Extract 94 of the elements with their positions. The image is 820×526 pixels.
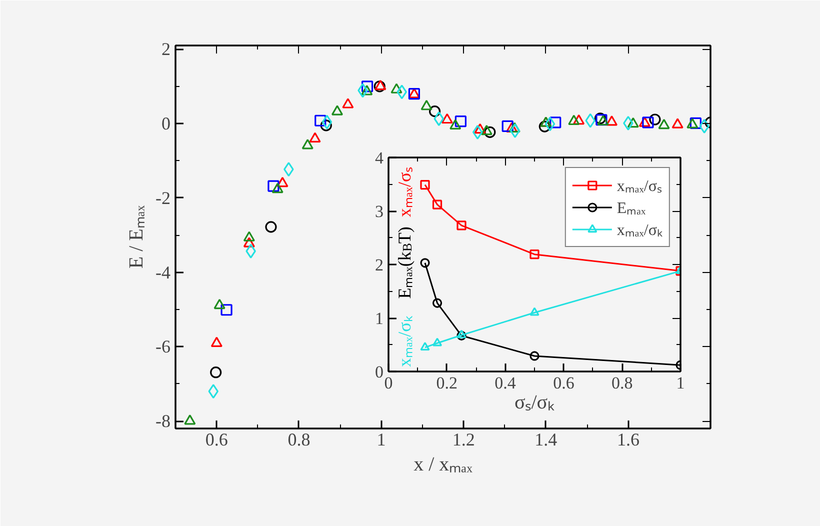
point	[210, 336, 222, 348]
point	[322, 114, 332, 130]
x-tick-label: 0.6	[205, 430, 228, 450]
point	[456, 220, 466, 230]
point	[508, 122, 520, 132]
point	[573, 114, 585, 125]
point	[502, 120, 514, 132]
point	[480, 124, 492, 136]
point	[358, 83, 368, 98]
point	[454, 116, 466, 128]
point	[361, 85, 373, 96]
point	[530, 307, 540, 316]
point	[265, 221, 277, 233]
point	[246, 244, 256, 258]
point	[208, 384, 218, 399]
point	[585, 113, 596, 128]
point	[420, 100, 432, 110]
y-tick-label: -6	[156, 336, 171, 357]
point	[331, 105, 344, 116]
y-tick-label: 1	[375, 309, 384, 328]
point	[432, 298, 442, 308]
point	[568, 114, 580, 126]
point	[284, 162, 294, 177]
point	[396, 84, 407, 100]
point	[450, 119, 462, 130]
point	[472, 124, 483, 140]
point	[302, 138, 314, 150]
point	[420, 342, 430, 351]
point	[314, 114, 326, 126]
annotation: xₘₐₓ/σₖ	[394, 315, 414, 367]
y-tick-label: 2	[162, 39, 170, 60]
y-tick-label: -2	[156, 188, 171, 208]
point	[432, 200, 442, 210]
point	[220, 304, 232, 316]
point	[243, 237, 255, 248]
point	[428, 106, 441, 118]
point	[361, 80, 374, 92]
point	[390, 83, 402, 94]
point	[276, 176, 288, 188]
y-tick-label: 2	[375, 256, 384, 274]
x-tick-label: 0.6	[553, 374, 574, 392]
x-tick-label: 0.2	[436, 374, 458, 392]
x-tick-label: 1.4	[534, 430, 558, 450]
point	[420, 180, 430, 190]
point	[214, 298, 226, 310]
point	[658, 118, 670, 130]
y-axis-title: E / Eₘₐₓ	[126, 205, 148, 269]
x-tick-label: 0.8	[288, 430, 310, 450]
x-tick-label: 1.6	[616, 430, 640, 450]
point	[686, 118, 698, 128]
y-tick-label: 0	[162, 114, 170, 134]
point	[474, 123, 486, 134]
x-axis-title: x / xₘₐₓ	[414, 454, 473, 476]
point	[441, 113, 453, 124]
legend-label: xₘₐₓ/σₛ	[616, 177, 662, 196]
point	[550, 116, 562, 128]
point	[309, 132, 321, 143]
point	[638, 116, 650, 127]
x-tick-label: 0.4	[494, 374, 516, 392]
x-tick-label: 0.8	[611, 374, 633, 392]
y-tick-label: 4	[375, 148, 384, 168]
point	[510, 123, 520, 138]
point	[544, 116, 556, 132]
point	[649, 114, 661, 126]
point	[432, 338, 442, 346]
point	[538, 120, 550, 132]
point	[484, 126, 496, 138]
legend-label: xₘₐₓ/σₖ	[616, 221, 663, 240]
point	[642, 116, 654, 128]
point	[420, 258, 430, 268]
point	[699, 118, 710, 134]
point	[627, 117, 639, 128]
x-tick-label: 1.2	[452, 430, 475, 450]
point	[690, 117, 702, 130]
point	[530, 351, 540, 361]
legend-label: Eₘₐₓ	[616, 199, 646, 218]
y-axis-title: Eₘₐₓ(kBT)	[394, 226, 414, 299]
point	[243, 231, 255, 242]
point	[672, 118, 684, 128]
y-tick-label: -4	[156, 262, 171, 282]
point	[320, 120, 332, 132]
y-tick-label: -8	[156, 411, 171, 432]
point	[434, 111, 444, 126]
point	[342, 98, 354, 108]
point	[606, 116, 618, 126]
annotation: xₘₐₓ/σₛ	[394, 166, 414, 218]
point	[530, 250, 540, 260]
x-tick-label: 1	[676, 374, 685, 392]
point	[184, 414, 196, 425]
point	[210, 366, 222, 378]
y-tick-label: 3	[375, 202, 384, 221]
x-axis-title: σₛ/σₖ	[514, 392, 555, 414]
point	[272, 182, 284, 194]
point	[268, 180, 280, 192]
